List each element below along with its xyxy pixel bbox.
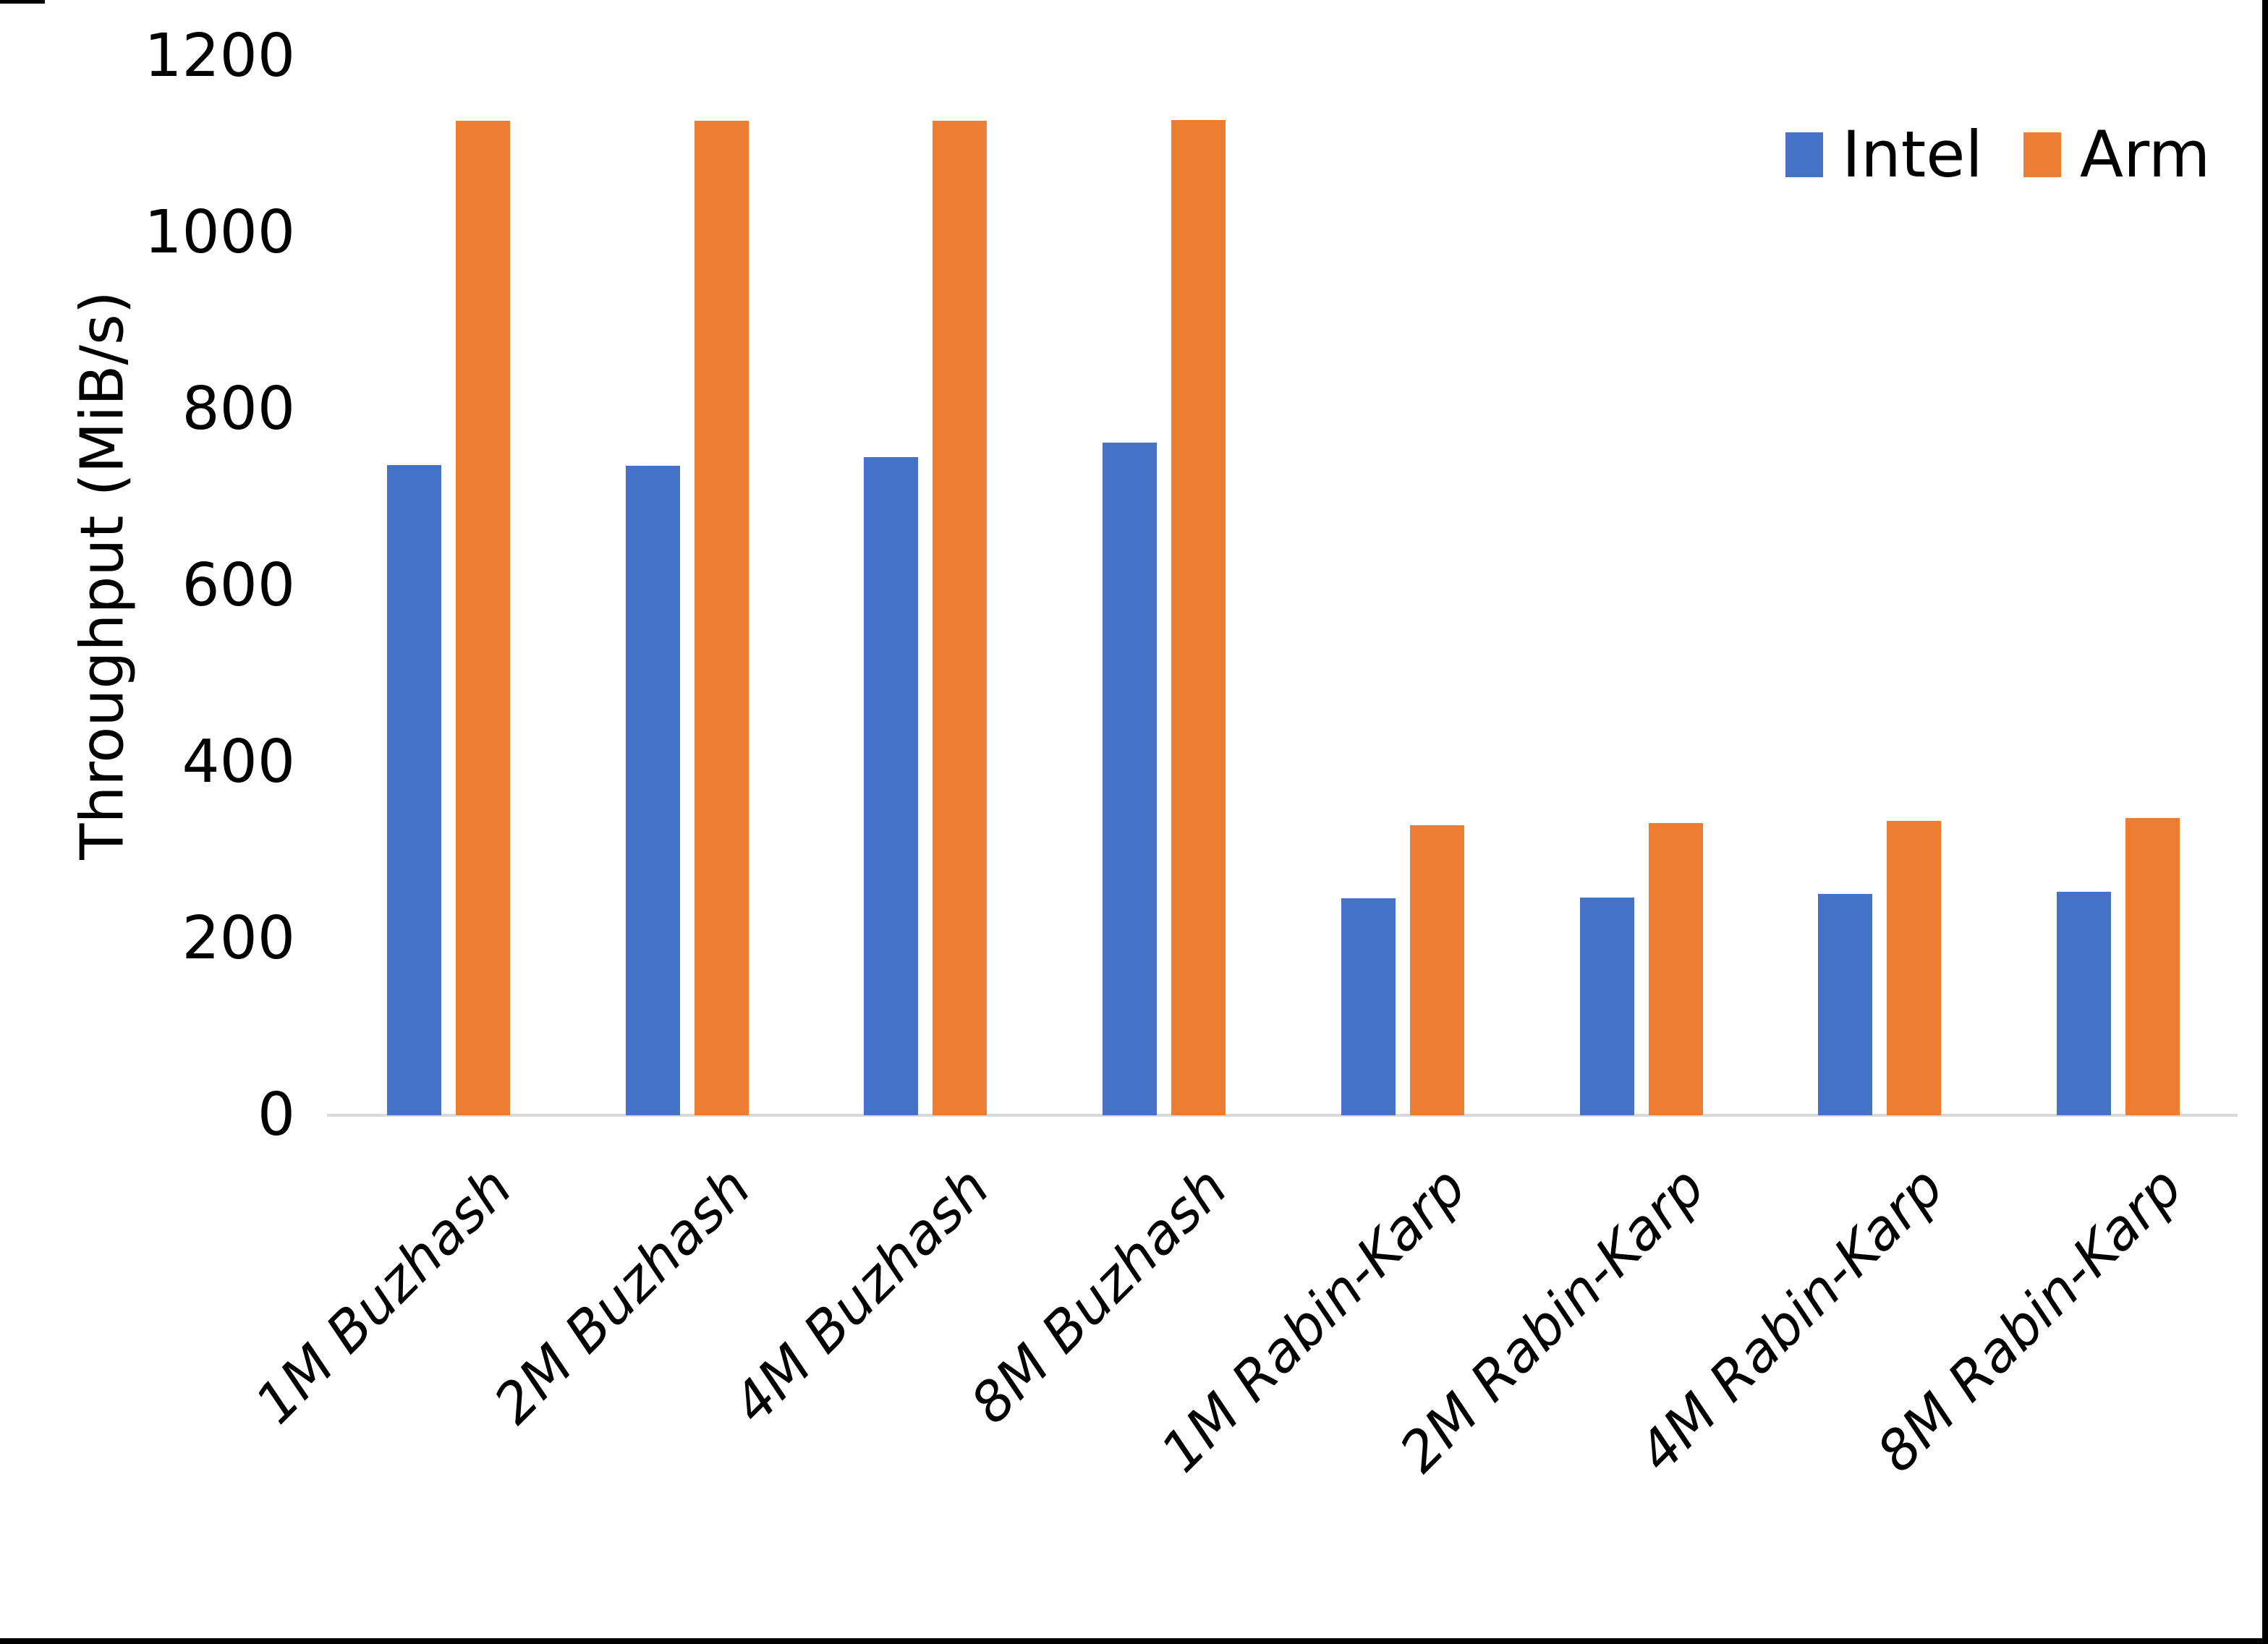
legend-item-intel: Intel bbox=[1785, 123, 1983, 187]
y-tick-label: 1200 bbox=[144, 22, 295, 90]
category-label: 4M Buzhash bbox=[720, 1154, 1001, 1436]
x-axis-line bbox=[327, 1114, 2238, 1117]
legend-arm-swatch-icon bbox=[2023, 132, 2061, 177]
screenshot-bottom-border bbox=[0, 1638, 2268, 1644]
bar-arm-1m-rabin-karp bbox=[1409, 825, 1464, 1115]
category-label: 1M Buzhash bbox=[242, 1154, 524, 1436]
y-tick-label: 200 bbox=[182, 904, 295, 973]
screenshot-right-border bbox=[2262, 0, 2268, 1644]
bar-arm-4m-rabin-karp bbox=[1887, 820, 1942, 1115]
bar-arm-2m-buzhash bbox=[694, 121, 749, 1115]
y-tick-label: 400 bbox=[182, 728, 295, 796]
y-tick-label: 0 bbox=[257, 1081, 295, 1149]
bar-arm-1m-buzhash bbox=[455, 121, 510, 1115]
y-tick-label: 1000 bbox=[144, 198, 295, 267]
category-label: 2M Buzhash bbox=[481, 1154, 763, 1436]
bar-arm-4m-buzhash bbox=[933, 121, 988, 1115]
screenshot-top-left-border-fragment bbox=[0, 0, 45, 4]
bar-intel-4m-buzhash bbox=[864, 456, 919, 1115]
y-tick-label: 800 bbox=[182, 375, 295, 443]
bar-intel-1m-rabin-karp bbox=[1341, 898, 1396, 1115]
bar-intel-2m-buzhash bbox=[625, 466, 680, 1115]
bar-intel-1m-buzhash bbox=[386, 464, 441, 1115]
legend-intel-swatch-icon bbox=[1785, 132, 1823, 177]
bar-arm-8m-buzhash bbox=[1171, 119, 1226, 1115]
bar-arm-8m-rabin-karp bbox=[2125, 817, 2180, 1115]
legend-arm-label: Arm bbox=[2079, 117, 2211, 192]
legend-intel-label: Intel bbox=[1842, 117, 1983, 192]
bar-intel-2m-rabin-karp bbox=[1579, 897, 1634, 1115]
legend: Intel Arm bbox=[1785, 123, 2210, 187]
y-tick-label: 600 bbox=[182, 551, 295, 620]
bar-intel-4m-rabin-karp bbox=[1818, 893, 1873, 1115]
bar-intel-8m-buzhash bbox=[1103, 443, 1158, 1115]
bar-intel-8m-rabin-karp bbox=[2057, 892, 2112, 1115]
bar-arm-2m-rabin-karp bbox=[1648, 823, 1703, 1115]
legend-item-arm: Arm bbox=[2023, 117, 2211, 192]
